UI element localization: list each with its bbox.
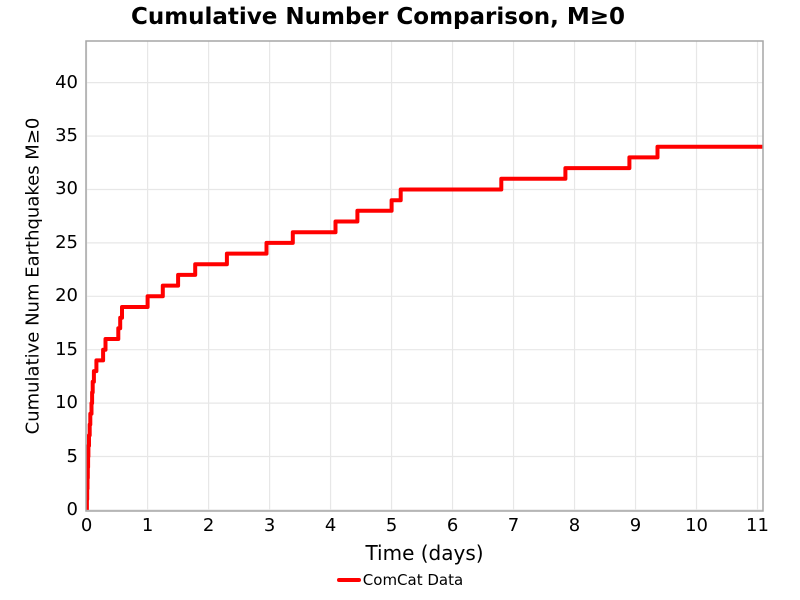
y-axis-label: Cumulative Num Earthquakes M≥0 [22, 117, 44, 435]
legend: ComCat Data [0, 571, 800, 589]
y-tick-label: 20 [55, 285, 78, 307]
x-tick-label: 10 [685, 515, 708, 536]
x-tick-label: 3 [263, 515, 276, 536]
x-tick-label: 11 [746, 515, 769, 536]
x-tick-label: 0 [80, 515, 93, 536]
y-tick-label: 25 [55, 231, 78, 253]
legend-label: ComCat Data [362, 571, 464, 589]
y-tick-label: 35 [55, 125, 78, 147]
y-tick-label: 0 [66, 498, 78, 520]
x-tick-label: 6 [446, 515, 459, 536]
plot-border [85, 40, 764, 512]
y-tick-label: 40 [55, 71, 78, 93]
x-tick-label: 1 [141, 515, 154, 536]
x-tick-label: 8 [568, 515, 581, 536]
x-tick-label: 7 [507, 515, 520, 536]
x-tick-label: 4 [324, 515, 337, 536]
y-tick-label: 10 [55, 392, 78, 414]
legend-line-swatch [336, 578, 361, 582]
x-tick-label: 2 [202, 515, 215, 536]
x-tick-label: 9 [629, 515, 642, 536]
data-line-comcat-data [86, 144, 763, 510]
chart-title: Cumulative Number Comparison, M≥0 [130, 4, 626, 30]
y-tick-label: 5 [66, 445, 78, 467]
y-tick-label: 15 [55, 338, 78, 360]
y-tick-label: 30 [55, 178, 78, 200]
x-axis-label: Time (days) [365, 541, 484, 565]
x-tick-label: 5 [385, 515, 398, 536]
